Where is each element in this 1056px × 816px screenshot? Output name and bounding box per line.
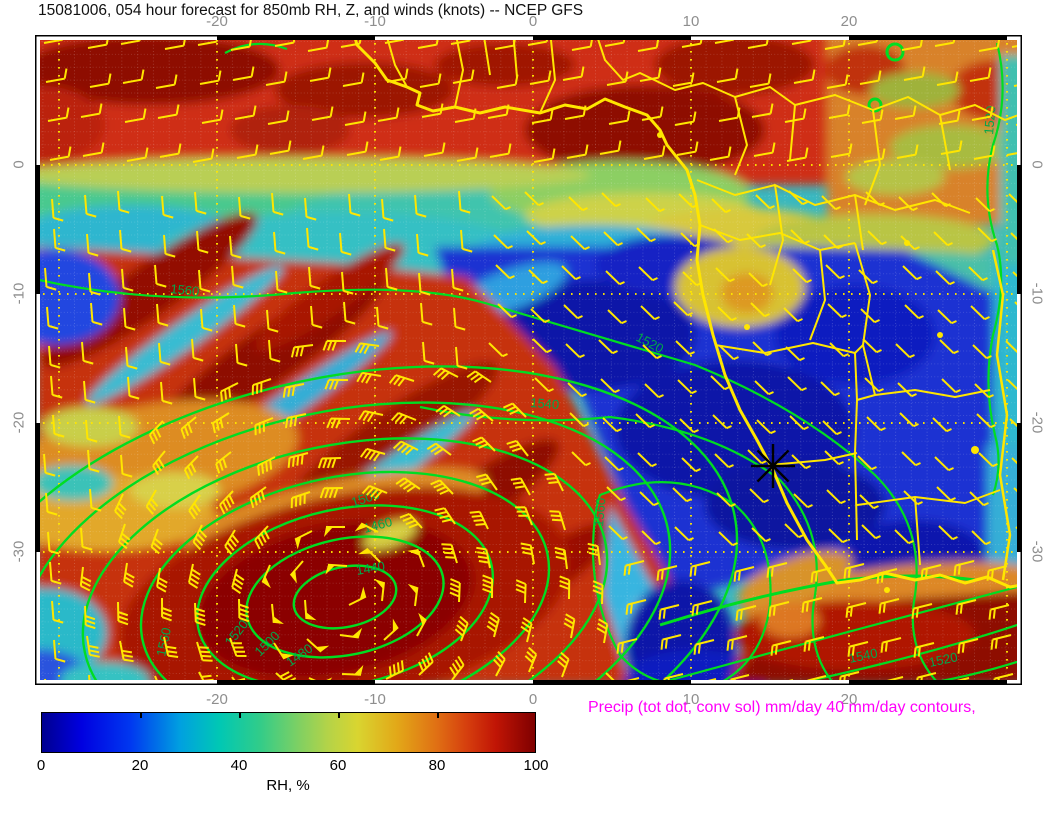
contour-label: 1560 bbox=[153, 626, 174, 657]
colorbar-tick bbox=[140, 713, 142, 718]
contour-label: 1460 bbox=[362, 514, 394, 536]
contour-label: 1520 bbox=[981, 105, 998, 135]
lon-tick-label: -20 bbox=[206, 13, 228, 30]
map-layers: 1440146014801500150015201560156015201540… bbox=[35, 35, 1022, 685]
colorbar-label: RH, % bbox=[266, 777, 310, 794]
map-area: 1440 1460 1480 1500 1500 1520 1560 1560 1520 1540… bbox=[35, 35, 1022, 685]
contour-label: 1540 bbox=[848, 645, 879, 666]
lat-tick-label: -10 bbox=[10, 282, 28, 305]
colorbar bbox=[41, 712, 536, 753]
lat-tick-label: 0 bbox=[1028, 160, 1046, 169]
colorbar-tick bbox=[338, 713, 340, 718]
map-frame bbox=[35, 35, 1022, 685]
lat-tick-label: -10 bbox=[1028, 282, 1046, 305]
lon-tick-label: 0 bbox=[528, 691, 538, 708]
lon-tick-label: 0 bbox=[528, 13, 538, 30]
contour-label: 1540 bbox=[530, 395, 560, 412]
colorbar-tick-label: 0 bbox=[36, 757, 46, 774]
colorbar-tick-label: 80 bbox=[428, 757, 446, 774]
colorbar-tick bbox=[239, 713, 241, 718]
lat-tick-label: -30 bbox=[1028, 540, 1046, 563]
page-title: 15081006, 054 hour forecast for 850mb RH… bbox=[38, 2, 584, 19]
rh-fill-field bbox=[35, 35, 1022, 685]
contour-label: 1440 bbox=[355, 558, 386, 578]
lon-tick-label: -10 bbox=[364, 691, 386, 708]
lat-tick-label: -30 bbox=[10, 540, 28, 563]
contour-label: 1520 bbox=[928, 649, 959, 670]
colorbar-tick-label: 20 bbox=[131, 757, 149, 774]
site-marker-asterisk bbox=[751, 444, 795, 488]
lat-tick-label: 0 bbox=[10, 160, 28, 169]
fine-grid bbox=[35, 41, 1022, 674]
lon-tick-label: -20 bbox=[206, 691, 228, 708]
lat-tick-label: -20 bbox=[10, 411, 28, 434]
wind-barbs bbox=[43, 35, 1022, 685]
lat-tick-label: -20 bbox=[1028, 411, 1046, 434]
contour-label: 1560 bbox=[170, 281, 200, 299]
lon-tick-label: 10 bbox=[682, 691, 700, 708]
lon-tick-label: 20 bbox=[840, 13, 858, 30]
colorbar-tick-label: 100 bbox=[523, 757, 549, 774]
precip-caption: Precip (tot dot, conv sol) mm/day 40 mm/… bbox=[588, 699, 976, 716]
colorbar-tick bbox=[437, 713, 439, 718]
colorbar-tick-label: 40 bbox=[230, 757, 248, 774]
colorbar-tick-label: 60 bbox=[329, 757, 347, 774]
lon-tick-label: -10 bbox=[364, 13, 386, 30]
contour-label: 1560 bbox=[591, 497, 608, 527]
coastline-borders bbox=[352, 35, 1022, 593]
lon-tick-label: 20 bbox=[840, 691, 858, 708]
lon-tick-label: 10 bbox=[682, 13, 700, 30]
map-canvas: 1440146014801500150015201560156015201540… bbox=[35, 35, 1022, 685]
